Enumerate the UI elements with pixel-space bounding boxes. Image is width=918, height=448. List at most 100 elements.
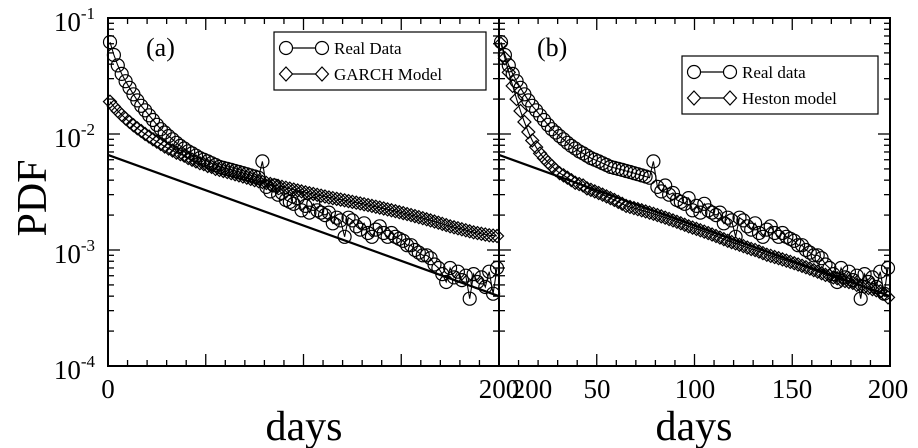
data-point-diamond xyxy=(419,211,435,227)
data-point-circle xyxy=(802,245,817,260)
data-point-diamond xyxy=(489,228,505,244)
data-point-diamond xyxy=(266,177,282,193)
data-point-circle xyxy=(407,242,422,258)
data-point-circle xyxy=(833,260,849,276)
data-point-diamond xyxy=(231,168,247,183)
data-point-circle xyxy=(536,112,552,128)
legend-marker-a-1-end xyxy=(314,66,330,82)
legend-marker-b-1-start xyxy=(686,90,702,106)
data-point-diamond xyxy=(462,223,478,239)
data-point-diamond xyxy=(278,180,294,196)
data-point-diamond xyxy=(779,253,794,268)
data-point-diamond xyxy=(161,141,176,156)
legend-box-a xyxy=(273,31,487,91)
data-point-circle xyxy=(665,185,681,201)
data-point-circle xyxy=(466,267,481,282)
x-tick-label-b-4: 200 xyxy=(868,374,909,404)
legend-label-a-1: GARCH Model xyxy=(334,65,442,84)
data-point-circle xyxy=(329,210,344,225)
data-point-circle xyxy=(740,219,755,234)
data-point-diamond xyxy=(556,168,571,183)
data-point-circle xyxy=(693,205,708,220)
data-point-circle xyxy=(497,47,512,63)
data-point-diamond xyxy=(129,120,145,136)
data-point-circle xyxy=(493,34,509,50)
y-tick-label-2: 10-3 xyxy=(54,236,95,269)
data-point-circle xyxy=(106,47,122,63)
data-point-circle xyxy=(302,205,317,220)
data-point-diamond xyxy=(309,187,325,203)
legend-box-b xyxy=(681,55,879,115)
data-point-circle xyxy=(787,233,802,248)
data-point-diamond xyxy=(446,219,462,235)
data-point-diamond xyxy=(403,207,419,223)
data-point-diamond xyxy=(169,145,184,161)
data-point-circle xyxy=(357,216,372,231)
data-point-circle xyxy=(732,210,747,225)
data-point-circle xyxy=(419,248,434,263)
data-point-diamond xyxy=(700,225,716,241)
data-point-circle xyxy=(759,222,774,237)
data-point-diamond xyxy=(200,158,216,174)
data-point-diamond xyxy=(141,129,157,144)
legend-marker-a-1-start xyxy=(278,66,294,82)
data-point-diamond xyxy=(290,183,305,198)
data-point-circle xyxy=(134,98,149,113)
x-axis-title-b: days xyxy=(656,404,733,448)
data-point-circle xyxy=(294,203,309,218)
data-point-diamond xyxy=(184,152,200,168)
data-point-diamond xyxy=(137,126,153,142)
data-point-diamond xyxy=(696,224,712,239)
data-point-diamond xyxy=(274,179,290,195)
data-point-diamond xyxy=(411,209,427,225)
data-point-circle xyxy=(528,103,544,118)
data-point-diamond xyxy=(814,265,829,281)
data-point-diamond xyxy=(188,154,204,169)
data-point-circle xyxy=(255,154,270,169)
data-point-circle xyxy=(646,154,661,169)
data-point-circle xyxy=(138,103,153,118)
data-point-diamond xyxy=(294,184,309,199)
data-point-diamond xyxy=(368,199,384,215)
data-point-circle xyxy=(810,248,825,263)
legend-marker-a-0-start xyxy=(278,40,294,56)
data-point-diamond xyxy=(450,220,466,236)
data-point-diamond xyxy=(442,218,458,234)
data-point-diamond xyxy=(172,146,188,162)
data-point-diamond xyxy=(505,78,521,94)
data-point-diamond xyxy=(595,187,610,203)
data-point-diamond xyxy=(563,172,579,188)
data-point-circle xyxy=(415,248,430,263)
data-point-circle xyxy=(114,66,129,82)
data-point-circle xyxy=(806,248,821,263)
data-point-circle xyxy=(372,219,387,234)
data-point-diamond xyxy=(165,143,180,158)
data-point-diamond xyxy=(767,249,783,265)
data-point-diamond xyxy=(145,131,161,147)
data-point-circle xyxy=(462,291,477,306)
data-point-circle xyxy=(396,233,411,248)
data-point-diamond xyxy=(372,200,388,215)
data-point-diamond xyxy=(591,185,607,201)
data-point-diamond xyxy=(399,206,415,222)
data-point-diamond xyxy=(157,139,173,154)
y-tick-label-0: 10-1 xyxy=(54,4,95,37)
x-tick-label-a-0: 0 xyxy=(101,374,115,404)
x-tick-label-b-0: 200 xyxy=(512,374,553,404)
data-point-diamond xyxy=(243,171,259,187)
data-point-diamond xyxy=(380,202,395,217)
data-point-diamond xyxy=(501,64,517,80)
data-point-circle xyxy=(568,141,583,156)
data-point-diamond xyxy=(153,136,169,152)
marks-b xyxy=(493,34,896,306)
data-point-circle xyxy=(368,222,383,237)
data-point-diamond xyxy=(364,198,380,214)
data-point-diamond xyxy=(618,198,634,214)
legend-marker-b-0-end xyxy=(722,64,738,80)
data-point-diamond xyxy=(149,134,165,149)
fit-line-b xyxy=(498,153,891,298)
data-point-diamond xyxy=(880,290,896,305)
data-point-circle xyxy=(720,210,735,225)
data-point-circle xyxy=(443,260,458,276)
data-point-circle xyxy=(724,213,739,228)
